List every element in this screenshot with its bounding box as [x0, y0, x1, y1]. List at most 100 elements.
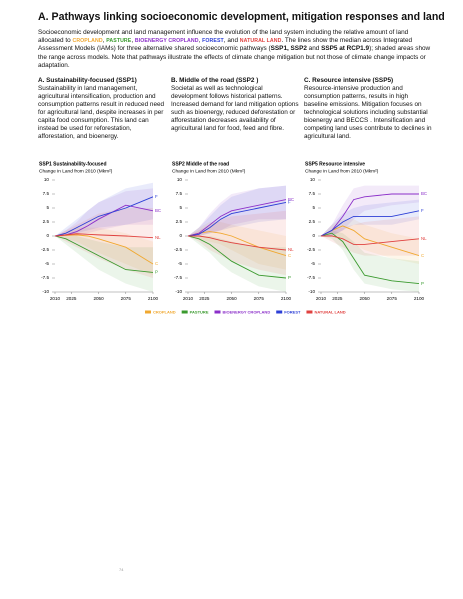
y-tick-label: -5	[45, 261, 50, 266]
intro-text: . The lines show the median across Integ…	[38, 37, 413, 53]
series-end-label: BC	[155, 208, 161, 213]
y-tick-label: 5	[46, 205, 49, 210]
median-line	[54, 196, 154, 237]
x-tick-label: 2075	[387, 296, 398, 301]
median-line	[54, 234, 154, 265]
series-end-label: F	[421, 208, 424, 213]
range-band	[188, 210, 286, 276]
y-tick-label: 7.5	[43, 191, 50, 196]
y-axis-label: Change in Land from 2010 (Mkm²)	[172, 168, 246, 174]
series-end-label: F	[288, 200, 291, 205]
legend-swatch	[145, 310, 151, 314]
intro-text: , and	[223, 37, 240, 45]
legend-label: CROPLAND	[153, 309, 176, 314]
intro-paragraph: Socioeconomic development and land manag…	[38, 29, 433, 70]
y-tick-label: 2.5	[176, 219, 183, 224]
legend-swatch	[276, 310, 283, 314]
series-end-label: NL	[288, 247, 294, 252]
y-tick-label: 2.5	[309, 219, 316, 224]
column-heading: A. Sustainability-focused (SSP1)	[38, 77, 137, 84]
x-tick-label: 2050	[226, 296, 237, 301]
median-line	[187, 201, 287, 237]
series-end-label: C	[421, 253, 424, 258]
x-tick-label: 2050	[359, 296, 370, 301]
y-tick-label: -2.5	[41, 247, 49, 252]
column-text: Sustainability in land management, agric…	[38, 85, 165, 140]
legend-label: FOREST	[284, 309, 301, 314]
range-band	[321, 219, 419, 264]
column: A. Sustainability-focused (SSP1) Sustain…	[38, 77, 166, 141]
x-tick-label: 2025	[199, 296, 210, 301]
series-end-label: NL	[155, 235, 161, 240]
x-tick-label: 2010	[183, 296, 194, 301]
range-band	[188, 185, 286, 236]
range-band	[55, 188, 153, 236]
legend-swatch	[214, 310, 221, 314]
column-heading: C. Resource intensive (SSP5)	[304, 77, 394, 84]
y-tick-label: -5	[311, 261, 316, 266]
page-number: 74	[119, 567, 124, 572]
median-line	[54, 235, 154, 273]
x-tick-label: 2100	[281, 296, 292, 301]
intro-text: ,	[102, 37, 107, 45]
median-line	[54, 233, 154, 239]
median-line	[320, 210, 420, 237]
series-end-label: F	[155, 194, 158, 199]
median-line	[320, 232, 420, 285]
x-tick-label: 2100	[148, 296, 159, 301]
x-tick-label: 2100	[414, 296, 425, 301]
intro-text: SSP1, SSP2	[270, 45, 307, 53]
y-tick-label: 7.5	[176, 191, 183, 196]
legend-swatch	[306, 310, 313, 314]
series-end-label: P	[421, 281, 424, 286]
y-axis-label: Change in Land from 2010 (Mkm²)	[39, 168, 113, 174]
x-tick-label: 2075	[254, 296, 265, 301]
x-tick-label: 2025	[332, 296, 343, 301]
series-end-label: NL	[421, 236, 427, 241]
y-tick-label: -2.5	[307, 247, 315, 252]
y-axis-label: Change in Land from 2010 (Mkm²)	[305, 168, 379, 174]
y-tick-label: -2.5	[174, 247, 182, 252]
y-tick-label: -5	[178, 261, 183, 266]
land-type-term: BIOENERGY CROPLAND	[134, 38, 199, 45]
legend-label: BIOENERGY CROPLAND	[223, 309, 271, 314]
x-tick-label: 2050	[93, 296, 104, 301]
intro-text: SSP5 at RCP1.9	[321, 45, 370, 53]
y-tick-label: 10	[310, 177, 316, 182]
y-tick-label: 10	[44, 177, 50, 182]
column: B. Middle of the road (SSP2 ) Societal a…	[171, 77, 299, 133]
y-tick-label: -7.5	[174, 275, 182, 280]
y-tick-label: 0	[179, 233, 182, 238]
intro-text: ,	[198, 37, 203, 45]
land-type-term: NATURAL LAND	[239, 38, 282, 45]
range-band	[321, 185, 419, 236]
land-type-term: FOREST	[202, 38, 224, 45]
y-tick-label: 0	[46, 233, 49, 238]
column: C. Resource intensive (SSP5) Resource-in…	[304, 77, 432, 141]
range-band	[188, 185, 286, 236]
chart-title: SSP5 Resource intensive	[305, 161, 365, 167]
y-tick-label: 2.5	[43, 219, 50, 224]
y-tick-label: -7.5	[307, 275, 315, 280]
chart-title: SSP1 Sustainability-focused	[39, 161, 107, 167]
y-tick-label: -10	[308, 289, 315, 294]
y-tick-label: 5	[179, 205, 182, 210]
y-tick-label: -7.5	[41, 275, 49, 280]
x-tick-label: 2025	[66, 296, 77, 301]
intro-text: Socioeconomic development and land manag…	[38, 29, 409, 45]
y-tick-label: 5	[312, 205, 315, 210]
range-band	[55, 236, 153, 292]
median-line	[187, 235, 287, 279]
legend-swatch	[181, 310, 188, 314]
column-heading: B. Middle of the road (SSP2 )	[171, 77, 259, 84]
series-end-label: BC	[288, 197, 294, 202]
x-tick-label: 2075	[121, 296, 132, 301]
series-end-label: P	[155, 270, 158, 275]
chart-title: SSP2 Middle of the road	[172, 161, 229, 167]
y-tick-label: 10	[177, 177, 183, 182]
median-line	[187, 199, 287, 237]
intro-text: ,	[131, 37, 135, 45]
page-title: A. Pathways linking socioeconomic develo…	[38, 11, 445, 23]
